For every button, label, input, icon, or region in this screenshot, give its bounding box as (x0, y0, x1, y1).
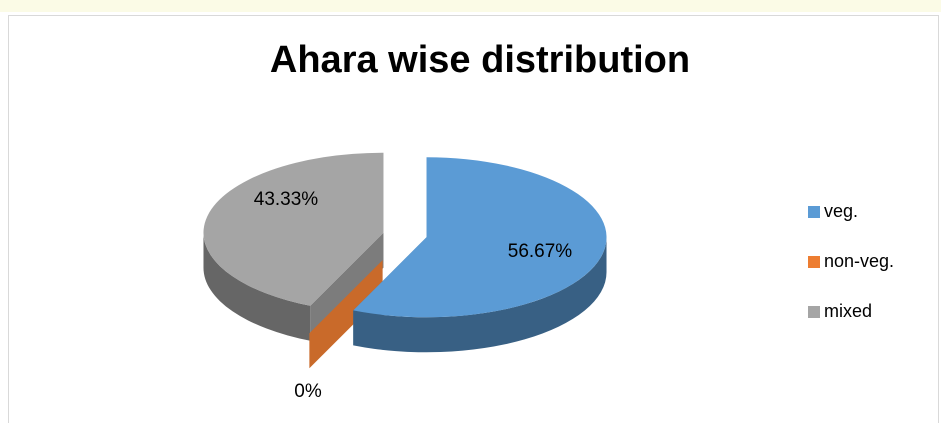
legend-swatch (808, 206, 820, 218)
pie-slice (203, 152, 384, 341)
pie-slice (353, 157, 607, 353)
slice-side-face (203, 232, 311, 341)
chart-title: Ahara wise distribution (270, 39, 690, 81)
slice-cut-face (309, 260, 383, 369)
pie-slice (309, 260, 383, 369)
data-label: 0% (294, 381, 322, 402)
slice-top-face (203, 152, 384, 306)
legend-swatch (808, 306, 820, 318)
legend-label: non-veg. (824, 251, 894, 271)
data-label: 43.33% (254, 189, 319, 210)
data-label: 56.67% (508, 241, 573, 262)
top-strip (0, 0, 941, 12)
legend-label: mixed (824, 301, 872, 321)
slice-side-face (353, 237, 607, 353)
legend-label: veg. (824, 201, 858, 221)
slice-cut-face (310, 232, 384, 341)
slice-top-face (353, 157, 607, 318)
legend-swatch (808, 256, 820, 268)
